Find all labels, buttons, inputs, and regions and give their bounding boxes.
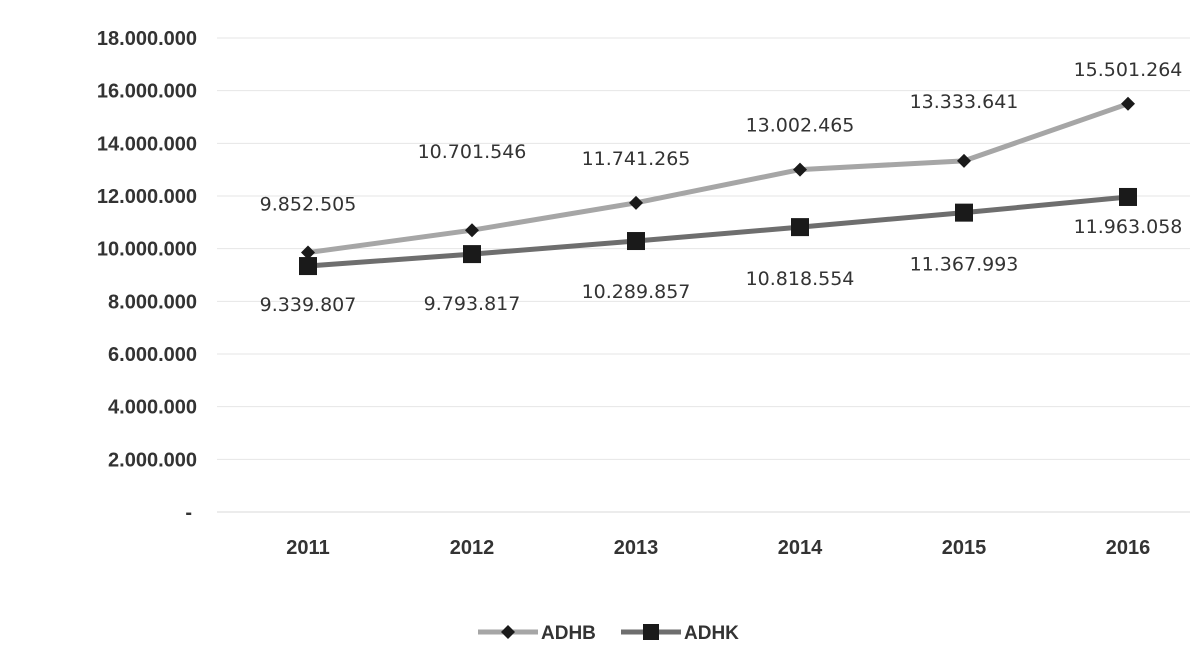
legend-label-adhk: ADHK — [684, 623, 739, 644]
y-tick-label: 2.000.000 — [108, 449, 197, 471]
series-line-adhk — [307, 194, 1129, 269]
adhk-point — [627, 232, 645, 251]
adhk-point — [791, 218, 809, 237]
legend-marker-square — [643, 624, 659, 640]
adhb-data-label: 9.852.505 — [260, 194, 357, 216]
adhk-data-label: 9.339.807 — [260, 294, 357, 316]
x-axis-tick-labels: 2011 2012 2013 2014 2015 2016 — [286, 537, 1150, 559]
adhb-point — [1121, 96, 1135, 111]
legend-label-adhb: ADHB — [541, 623, 596, 644]
x-tick-label: 2012 — [450, 537, 495, 559]
x-tick-label: 2015 — [942, 537, 987, 559]
y-tick-label: 16.000.000 — [97, 81, 197, 103]
adhk-data-label: 11.963.058 — [1074, 216, 1183, 238]
y-tick-label: - — [185, 502, 192, 524]
adhb-point — [957, 153, 971, 168]
data-labels: 9.852.505 10.701.546 11.741.265 13.002.465 1… — [260, 59, 1183, 316]
series-lines — [307, 101, 1129, 269]
adhb-point — [793, 162, 807, 177]
adhk-data-label: 9.793.817 — [424, 293, 521, 315]
y-tick-label: 4.000.000 — [108, 397, 197, 419]
adhk-point — [299, 257, 317, 276]
y-tick-label: 8.000.000 — [108, 291, 197, 313]
adhb-data-label: 15.501.264 — [1074, 59, 1183, 81]
legend-marker-diamond — [501, 625, 515, 639]
adhb-data-label: 10.701.546 — [418, 141, 527, 163]
adhb-point — [301, 245, 315, 260]
y-tick-label: 18.000.000 — [97, 28, 197, 50]
adhk-point — [955, 203, 973, 222]
adhk-point — [463, 245, 481, 264]
y-tick-label: 6.000.000 — [108, 344, 197, 366]
adhb-point — [465, 223, 479, 238]
adhk-point — [1119, 187, 1137, 206]
x-tick-label: 2014 — [778, 537, 823, 559]
adhk-data-label: 11.367.993 — [910, 254, 1019, 276]
y-tick-label: 14.000.000 — [97, 133, 197, 155]
y-axis-tick-labels: - 2.000.000 4.000.000 6.000.000 8.000.000 10.… — [97, 28, 197, 524]
legend: ADHB ADHK — [478, 623, 739, 644]
x-tick-label: 2013 — [614, 537, 659, 559]
x-tick-label: 2011 — [286, 537, 329, 559]
y-tick-label: 10.000.000 — [97, 239, 197, 261]
y-tick-label: 12.000.000 — [97, 186, 197, 208]
adhk-data-label: 10.289.857 — [582, 281, 691, 303]
adhb-data-label: 13.333.641 — [910, 91, 1019, 113]
adhk-data-label: 10.818.554 — [746, 268, 855, 290]
gridlines — [217, 37, 1190, 513]
series-markers — [299, 96, 1137, 276]
adhb-data-label: 11.741.265 — [582, 148, 691, 170]
adhb-point — [629, 195, 643, 210]
x-tick-label: 2016 — [1106, 537, 1151, 559]
adhb-data-label: 13.002.465 — [746, 115, 855, 137]
series-line-adhb — [307, 101, 1129, 256]
